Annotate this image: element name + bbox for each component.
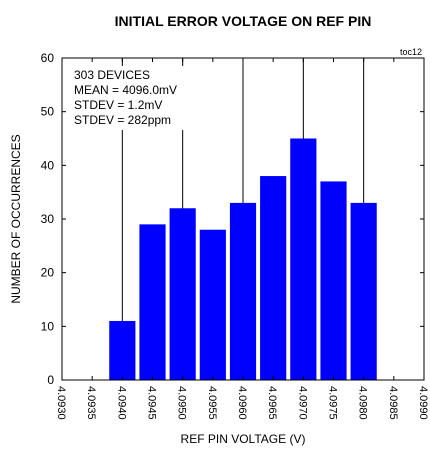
x-tick-label: 4.0980: [357, 386, 369, 420]
y-tick-label: 60: [41, 51, 55, 65]
annotation: MEAN = 4096.0mV: [74, 83, 177, 97]
bar: [109, 320, 136, 380]
x-tick-label: 4.0970: [296, 386, 308, 420]
bar: [169, 208, 196, 380]
figure-id: toc12: [400, 47, 422, 57]
chart-title: INITIAL ERROR VOLTAGE ON REF PIN: [115, 13, 372, 29]
y-axis-label: NUMBER OF OCCURRENCES: [9, 134, 23, 303]
y-tick-label: 50: [41, 105, 55, 119]
y-tick-label: 40: [41, 158, 55, 172]
x-tick-label: 4.0945: [146, 386, 158, 420]
x-tick-label: 4.0960: [236, 386, 248, 420]
annotation: 303 DEVICES: [74, 68, 150, 82]
annotation-background: [70, 66, 200, 130]
x-axis-label: REF PIN VOLTAGE (V): [181, 432, 306, 446]
x-tick-label: 4.0935: [85, 386, 97, 420]
y-tick-label: 0: [47, 373, 54, 387]
x-tick-label: 4.0985: [387, 386, 399, 420]
bar: [260, 176, 287, 380]
bar: [320, 181, 347, 380]
bar: [139, 224, 166, 380]
x-tick-label: 4.0975: [327, 386, 339, 420]
y-tick-label: 20: [41, 266, 55, 280]
x-tick-label: 4.0930: [55, 386, 67, 420]
bar: [290, 138, 317, 380]
y-tick-label: 10: [41, 319, 55, 333]
bar: [199, 229, 226, 380]
annotation: STDEV = 1.2mV: [74, 98, 162, 112]
x-tick-label: 4.0940: [115, 386, 127, 420]
x-tick-label: 4.0955: [206, 386, 218, 420]
y-tick-label: 30: [41, 212, 55, 226]
x-tick-label: 4.0990: [417, 386, 429, 420]
bar: [350, 202, 377, 380]
bar: [229, 202, 257, 380]
x-tick-label: 4.0965: [266, 386, 278, 420]
x-tick-label: 4.0950: [176, 386, 188, 420]
annotation: STDEV = 282ppm: [74, 113, 171, 127]
